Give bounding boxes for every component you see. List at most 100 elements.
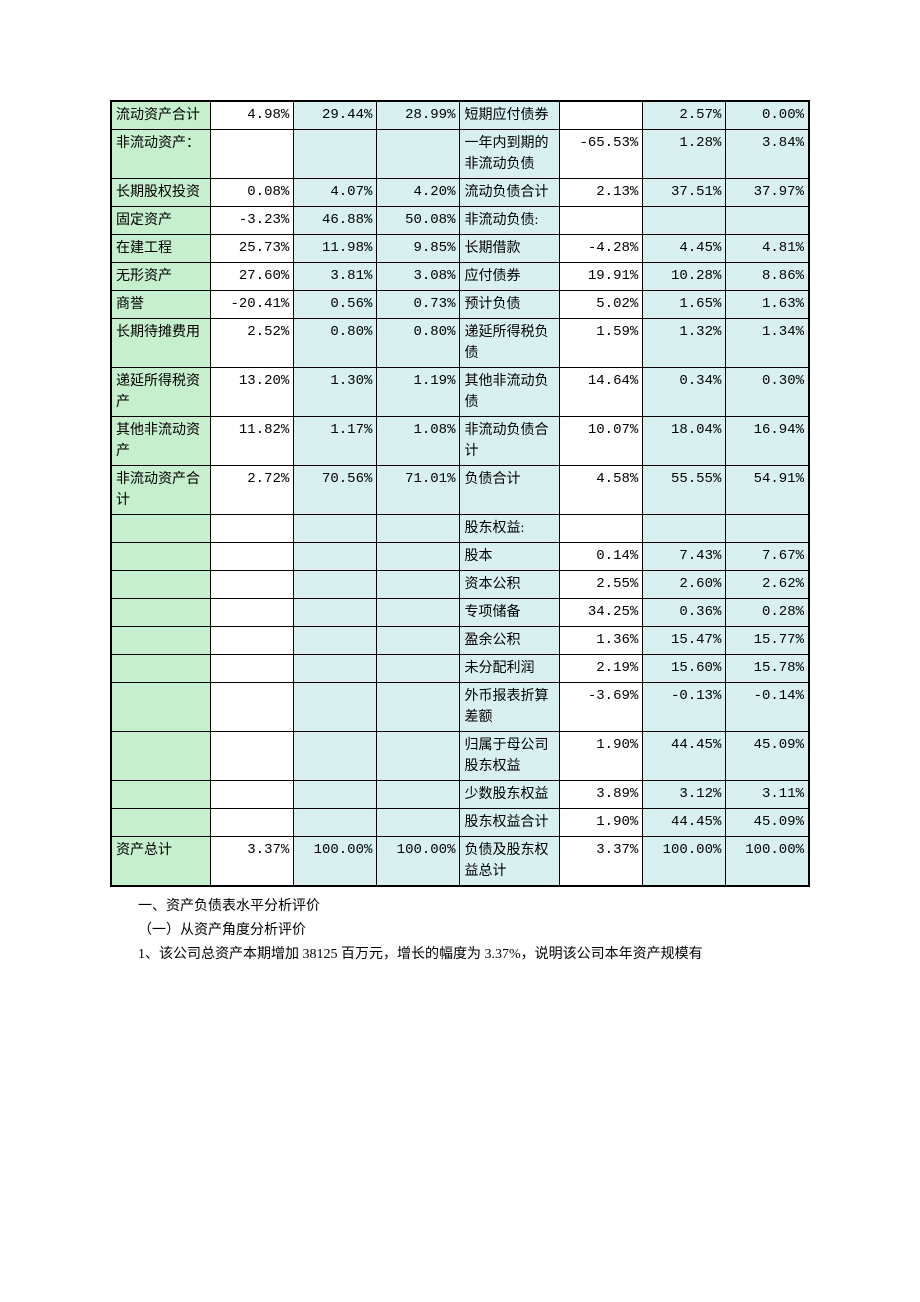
paragraph-heading-2: （一）从资产角度分析评价 — [110, 919, 810, 943]
liab-col-1: 1.36% — [560, 627, 643, 655]
asset-col-2 — [294, 809, 377, 837]
liab-col-1: -3.69% — [560, 683, 643, 732]
asset-col-1 — [211, 781, 294, 809]
table-row: 股本0.14%7.43%7.67% — [111, 543, 809, 571]
asset-col-3: 0.80% — [377, 319, 460, 368]
liab-col-1: 4.58% — [560, 466, 643, 515]
table-row: 固定资产-3.23%46.88%50.08%非流动负债: — [111, 207, 809, 235]
table-row: 少数股东权益3.89%3.12%3.11% — [111, 781, 809, 809]
liab-col-2: 18.04% — [643, 417, 726, 466]
liab-label: 盈余公积 — [460, 627, 560, 655]
asset-col-2 — [294, 627, 377, 655]
table-row: 商誉-20.41%0.56%0.73%预计负债5.02%1.65%1.63% — [111, 291, 809, 319]
asset-col-2: 0.56% — [294, 291, 377, 319]
asset-col-2: 46.88% — [294, 207, 377, 235]
liab-col-2: 100.00% — [643, 837, 726, 887]
table-row: 股东权益: — [111, 515, 809, 543]
asset-col-1 — [211, 809, 294, 837]
asset-label: 流动资产合计 — [111, 101, 211, 130]
asset-col-1: -20.41% — [211, 291, 294, 319]
liab-label: 股本 — [460, 543, 560, 571]
asset-col-2: 0.80% — [294, 319, 377, 368]
liab-col-1: 1.59% — [560, 319, 643, 368]
liab-col-3: 0.30% — [726, 368, 809, 417]
asset-label: 在建工程 — [111, 235, 211, 263]
asset-col-1 — [211, 599, 294, 627]
liab-col-1: 0.14% — [560, 543, 643, 571]
asset-col-1: 0.08% — [211, 179, 294, 207]
liab-col-2: 10.28% — [643, 263, 726, 291]
asset-col-3 — [377, 683, 460, 732]
liab-col-2: 55.55% — [643, 466, 726, 515]
liab-col-3: 8.86% — [726, 263, 809, 291]
table-row: 无形资产27.60%3.81%3.08%应付债券19.91%10.28%8.86… — [111, 263, 809, 291]
asset-col-1: 25.73% — [211, 235, 294, 263]
asset-col-3 — [377, 571, 460, 599]
liab-col-2 — [643, 515, 726, 543]
asset-label: 非流动资产： — [111, 130, 211, 179]
asset-col-2: 11.98% — [294, 235, 377, 263]
liab-col-1: 3.37% — [560, 837, 643, 887]
liab-col-3: 100.00% — [726, 837, 809, 887]
asset-col-1 — [211, 627, 294, 655]
asset-col-3: 1.08% — [377, 417, 460, 466]
liab-label: 归属于母公司股东权益 — [460, 732, 560, 781]
asset-col-2 — [294, 781, 377, 809]
table-row: 盈余公积1.36%15.47%15.77% — [111, 627, 809, 655]
asset-col-3: 4.20% — [377, 179, 460, 207]
asset-label — [111, 515, 211, 543]
asset-col-3: 0.73% — [377, 291, 460, 319]
asset-label: 长期待摊费用 — [111, 319, 211, 368]
liab-col-3: 0.00% — [726, 101, 809, 130]
table-row: 股东权益合计1.90%44.45%45.09% — [111, 809, 809, 837]
asset-col-1 — [211, 655, 294, 683]
asset-col-3: 50.08% — [377, 207, 460, 235]
asset-col-3 — [377, 809, 460, 837]
asset-col-3 — [377, 655, 460, 683]
liab-col-3: 1.34% — [726, 319, 809, 368]
asset-label: 固定资产 — [111, 207, 211, 235]
table-row: 资产总计3.37%100.00%100.00%负债及股东权益总计3.37%100… — [111, 837, 809, 887]
table-row: 递延所得税资产13.20%1.30%1.19%其他非流动负债14.64%0.34… — [111, 368, 809, 417]
liab-col-1 — [560, 515, 643, 543]
asset-col-1 — [211, 515, 294, 543]
liab-label: 一年内到期的非流动负债 — [460, 130, 560, 179]
liab-col-2: 15.47% — [643, 627, 726, 655]
table-row: 其他非流动资产11.82%1.17%1.08%非流动负债合计10.07%18.0… — [111, 417, 809, 466]
table-row: 非流动资产：一年内到期的非流动负债-65.53%1.28%3.84% — [111, 130, 809, 179]
asset-col-2: 3.81% — [294, 263, 377, 291]
asset-col-3 — [377, 781, 460, 809]
liab-label: 非流动负债: — [460, 207, 560, 235]
asset-col-1: 3.37% — [211, 837, 294, 887]
liab-col-3: 7.67% — [726, 543, 809, 571]
liab-col-2: 44.45% — [643, 732, 726, 781]
asset-label: 商誉 — [111, 291, 211, 319]
asset-col-2 — [294, 571, 377, 599]
asset-col-2 — [294, 683, 377, 732]
asset-label: 资产总计 — [111, 837, 211, 887]
liab-label: 应付债券 — [460, 263, 560, 291]
liab-col-3: 0.28% — [726, 599, 809, 627]
asset-col-1: 2.52% — [211, 319, 294, 368]
asset-col-1: 4.98% — [211, 101, 294, 130]
liab-col-3: 3.11% — [726, 781, 809, 809]
liab-col-3: 2.62% — [726, 571, 809, 599]
liab-col-2: 15.60% — [643, 655, 726, 683]
balance-sheet-table: 流动资产合计4.98%29.44%28.99%短期应付债券2.57%0.00%非… — [110, 100, 810, 887]
table-row: 长期待摊费用2.52%0.80%0.80%递延所得税负债1.59%1.32%1.… — [111, 319, 809, 368]
asset-col-2 — [294, 130, 377, 179]
asset-col-2: 70.56% — [294, 466, 377, 515]
liab-col-3: 3.84% — [726, 130, 809, 179]
liab-label: 流动负债合计 — [460, 179, 560, 207]
asset-label: 其他非流动资产 — [111, 417, 211, 466]
liab-col-1: 1.90% — [560, 809, 643, 837]
asset-col-3: 9.85% — [377, 235, 460, 263]
asset-col-1: 11.82% — [211, 417, 294, 466]
asset-col-3: 3.08% — [377, 263, 460, 291]
liab-col-3: 54.91% — [726, 466, 809, 515]
liab-label: 少数股东权益 — [460, 781, 560, 809]
liab-label: 资本公积 — [460, 571, 560, 599]
liab-col-3: 15.77% — [726, 627, 809, 655]
liab-col-1 — [560, 101, 643, 130]
asset-col-3 — [377, 627, 460, 655]
